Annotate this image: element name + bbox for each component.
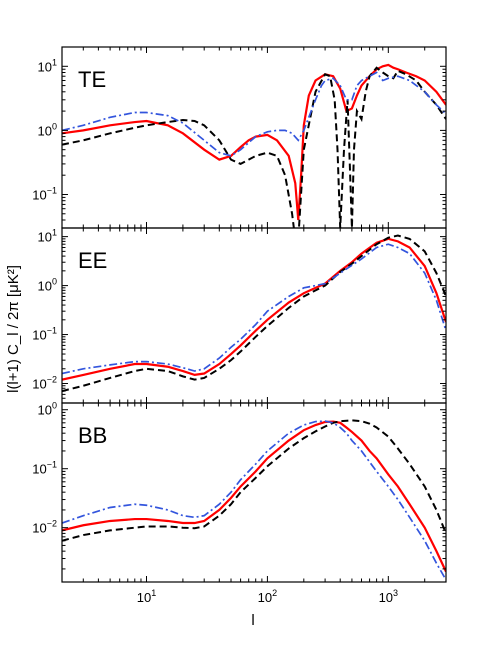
y-tick-label-ee: 100 bbox=[38, 277, 57, 294]
panel-label-bb: BB bbox=[78, 423, 107, 448]
y-tick-label-bb: 100 bbox=[38, 401, 57, 418]
panel-frame-bb bbox=[61, 402, 447, 583]
y-tick-label-bb-base: 10 bbox=[32, 521, 46, 536]
ee-series-line-2 bbox=[62, 234, 446, 393]
x-tick-label-exponent: 3 bbox=[393, 588, 398, 598]
panel-label-te: TE bbox=[78, 67, 106, 92]
x-axis: 101 102 103 bbox=[137, 588, 398, 605]
y-tick-label-ee-exponent: 0 bbox=[52, 277, 57, 287]
x-tick-label-base: 10 bbox=[137, 590, 151, 605]
y-tick-label-ee-base: 10 bbox=[32, 328, 46, 343]
y-tick-label-bb-base: 10 bbox=[32, 462, 46, 477]
y-tick-label-bb: 10−2 bbox=[32, 519, 57, 536]
y-ticks-te bbox=[62, 46, 446, 229]
y-tick-label-te-exponent: 1 bbox=[52, 57, 57, 67]
y-tick-label-te: 101 bbox=[38, 57, 57, 74]
panel-label-ee: EE bbox=[78, 248, 107, 273]
ee-series-line-3 bbox=[62, 243, 446, 375]
y-tick-label-te-base: 10 bbox=[38, 123, 52, 138]
y-tick-label-ee-exponent: −2 bbox=[47, 375, 57, 385]
y-tick-label-bb-exponent: 0 bbox=[52, 401, 57, 411]
te-series-line-2 bbox=[62, 66, 446, 228]
series-group-ee bbox=[62, 234, 446, 393]
x-axis-title: l bbox=[251, 612, 254, 629]
y-tick-label-ee: 101 bbox=[38, 228, 57, 245]
y-axis-title: l(l+1) C_l / 2π [μK²] bbox=[5, 265, 22, 393]
te-series-line-3 bbox=[62, 71, 446, 157]
panel-frame-ee bbox=[61, 227, 447, 404]
y-tick-label-ee: 10−2 bbox=[32, 375, 57, 392]
y-tick-label-bb-base: 10 bbox=[38, 403, 52, 418]
y-tick-label-ee-exponent: −1 bbox=[47, 326, 57, 336]
bb-series-line-1 bbox=[62, 420, 446, 573]
y-tick-label-ee-exponent: 1 bbox=[52, 228, 57, 238]
y-ticks-bb bbox=[62, 409, 446, 570]
y-ticks-ee bbox=[62, 236, 446, 404]
y-tick-label-te: 10−1 bbox=[32, 185, 57, 202]
y-tick-label-bb-exponent: −2 bbox=[47, 519, 57, 529]
y-tick-label-bb-exponent: −1 bbox=[47, 460, 57, 470]
y-tick-label-te-base: 10 bbox=[38, 59, 52, 74]
y-tick-label-te-exponent: −1 bbox=[47, 185, 57, 195]
y-tick-label-ee: 10−1 bbox=[32, 326, 57, 343]
y-tick-label-ee-base: 10 bbox=[38, 230, 52, 245]
bb-series-line-2 bbox=[62, 419, 446, 542]
x-tick-label: 102 bbox=[258, 588, 277, 605]
x-tick-label: 103 bbox=[379, 588, 398, 605]
y-tick-label-ee-base: 10 bbox=[32, 377, 46, 392]
series-group-bb bbox=[62, 419, 446, 581]
x-ticks-bb bbox=[61, 403, 447, 582]
x-tick-label-exponent: 1 bbox=[151, 588, 156, 598]
series-group-te bbox=[62, 63, 446, 228]
y-tick-label-te-base: 10 bbox=[32, 187, 46, 202]
x-tick-label-base: 10 bbox=[258, 590, 272, 605]
panels: 10110010−1TE10110010−110−2EE10010−110−2B… bbox=[32, 46, 447, 583]
te-series-line-1 bbox=[62, 63, 446, 221]
x-ticks-ee bbox=[61, 228, 447, 403]
y-tick-label-bb: 10−1 bbox=[32, 460, 57, 477]
y-tick-label-te-exponent: 0 bbox=[52, 121, 57, 131]
x-tick-label-base: 10 bbox=[379, 590, 393, 605]
y-tick-label-te: 100 bbox=[38, 121, 57, 138]
x-tick-label-exponent: 2 bbox=[272, 588, 277, 598]
bb-series-line-3 bbox=[62, 420, 446, 581]
ee-series-line-1 bbox=[62, 237, 446, 381]
y-tick-label-ee-base: 10 bbox=[38, 279, 52, 294]
x-tick-label: 101 bbox=[137, 588, 156, 605]
